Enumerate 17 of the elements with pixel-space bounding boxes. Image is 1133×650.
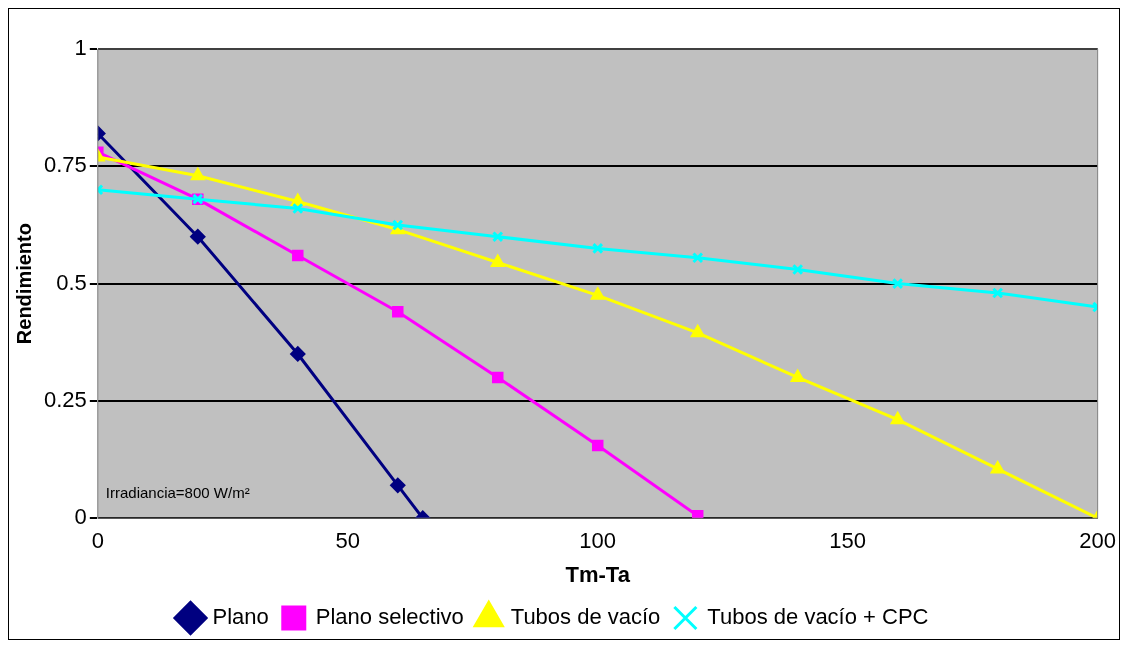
y-tick-label: 0.25 <box>43 386 87 412</box>
x-tick-label: 50 <box>335 528 361 554</box>
x-tick-label: 150 <box>829 528 867 554</box>
annotation: Irradiancia=800 W/m² <box>105 484 250 502</box>
y-axis-title: Rendimiento <box>12 223 35 345</box>
x-tick-label: 100 <box>579 528 617 554</box>
legend-label: Plano <box>212 604 269 630</box>
y-tick-label: 0 <box>74 504 87 530</box>
legend-label: Tubos de vacío + CPC <box>707 604 929 630</box>
x-tick-label: 200 <box>1079 528 1117 554</box>
legend-label: Tubos de vacío <box>510 604 661 630</box>
x-axis-title: Tm-Ta <box>565 561 631 587</box>
y-tick-label: 0.5 <box>56 269 87 295</box>
y-tick-label: 0.75 <box>43 152 87 178</box>
y-tick-label: 1 <box>74 35 87 61</box>
legend-label: Plano selectivo <box>315 604 464 630</box>
x-tick-label: 0 <box>91 528 104 554</box>
